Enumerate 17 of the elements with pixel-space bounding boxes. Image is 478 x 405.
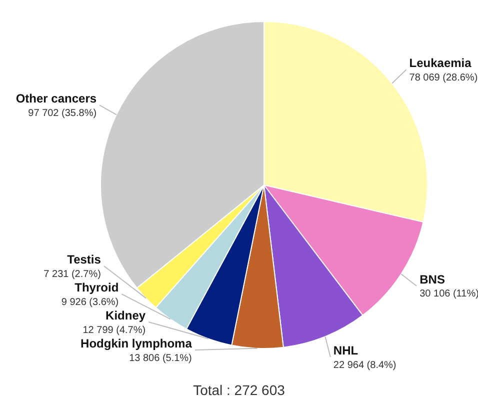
data-label: 9 926 (3.6%) xyxy=(61,296,119,308)
data-label: 78 069 (28.6%) xyxy=(409,72,478,84)
slice-label: Hodgkin lymphoma xyxy=(80,336,192,350)
data-label: 7 231 (2.7%) xyxy=(44,268,101,280)
data-label: 13 806 (5.1%) xyxy=(129,352,192,364)
slice-label: Thyroid xyxy=(74,280,119,294)
slice-label: NHL xyxy=(333,343,358,358)
slice-label: Other cancers xyxy=(16,91,97,106)
data-label: 97 702 (35.8%) xyxy=(28,108,97,119)
slice-label: BNS xyxy=(420,272,445,286)
data-label: 12 799 (4.7%) xyxy=(82,324,146,336)
text: Total : 272 603 xyxy=(192,382,286,398)
data-label: 22 964 (8.4%) xyxy=(333,360,396,371)
data-label: 30 106 (11%) xyxy=(420,288,478,300)
slice-label: Testis xyxy=(67,252,102,266)
slice-label: Kidney xyxy=(106,308,146,322)
slice-label: Leukaemia xyxy=(409,56,472,70)
